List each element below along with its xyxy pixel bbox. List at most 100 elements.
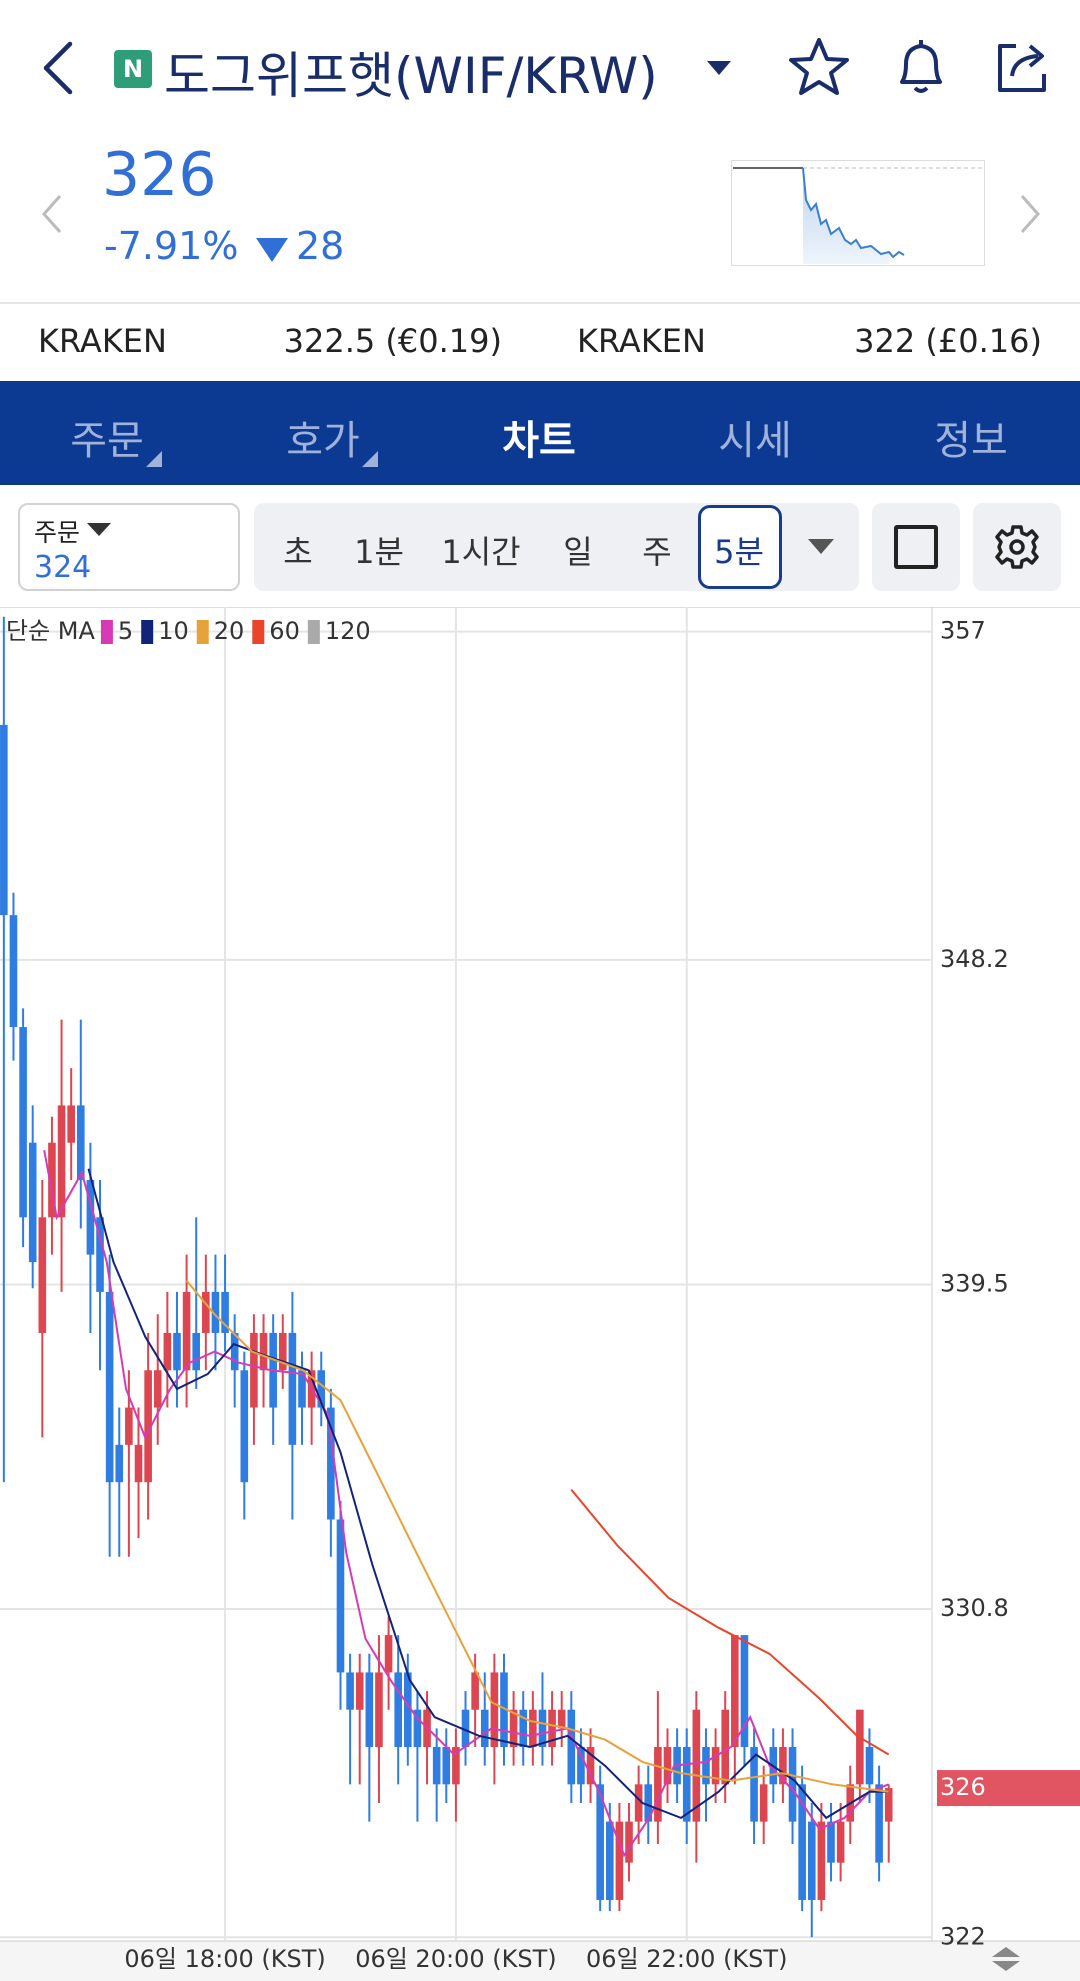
exchange-name: KRAKEN xyxy=(577,322,706,360)
order-box[interactable] xyxy=(18,503,240,591)
interval[interactable]: 일 xyxy=(563,533,593,571)
current-price-label: 326 xyxy=(940,1773,986,1801)
legend: 단순 MA 5 10 20 60 120 xyxy=(6,617,371,645)
tab[interactable]: 주문 xyxy=(70,418,144,464)
candle-body xyxy=(567,1709,576,1785)
tab-active[interactable]: 차트 xyxy=(502,418,576,464)
change-percent: -7.91% xyxy=(104,224,239,268)
candle-body xyxy=(192,1332,201,1371)
candle-body xyxy=(548,1709,556,1748)
candle-body xyxy=(202,1291,210,1333)
candle-body xyxy=(384,1635,393,1673)
candle-body xyxy=(250,1332,258,1408)
candle-body xyxy=(692,1709,701,1822)
interval-selected-box xyxy=(698,505,782,589)
candle-body xyxy=(702,1747,710,1785)
back-button[interactable] xyxy=(38,40,78,96)
candle-body xyxy=(663,1747,672,1785)
y-tick-label: 339.5 xyxy=(940,1269,1009,1297)
candle-body xyxy=(490,1672,499,1748)
settings-button[interactable] xyxy=(973,503,1061,591)
candle-body xyxy=(654,1747,662,1822)
legend-swatch xyxy=(252,620,265,644)
legend-swatch xyxy=(141,620,154,644)
axis-scale-toggle[interactable] xyxy=(992,1947,1020,1971)
exchange-price: 322.5 (€0.19) xyxy=(283,322,502,360)
candle-body xyxy=(182,1291,191,1371)
candles xyxy=(0,616,893,1938)
candle-body xyxy=(355,1672,364,1710)
draw-button[interactable] xyxy=(872,503,960,591)
candle-body xyxy=(779,1747,787,1785)
candle-body xyxy=(827,1821,835,1863)
candle-body xyxy=(529,1709,537,1748)
ma-line xyxy=(87,1168,889,1820)
candle-body xyxy=(442,1747,451,1785)
alert-button[interactable] xyxy=(890,36,952,98)
ma-line xyxy=(43,1150,890,1858)
coin-title[interactable]: 도그위프햇(WIF/KRW) xyxy=(164,47,658,105)
candle-body xyxy=(28,1142,37,1263)
interval[interactable]: 1분 xyxy=(354,533,404,571)
exchange-price: 322 (£0.16) xyxy=(854,322,1042,360)
legend-label: 60 xyxy=(269,617,300,645)
candle-body xyxy=(125,1407,133,1445)
current-price-tag xyxy=(937,1770,1080,1807)
candle-body xyxy=(173,1332,181,1371)
candle-body xyxy=(278,1332,287,1371)
candle-body xyxy=(452,1747,460,1785)
tab[interactable]: 정보 xyxy=(934,418,1008,464)
candle-body xyxy=(48,1142,56,1218)
candle-body xyxy=(0,724,8,916)
candle-body xyxy=(67,1105,75,1143)
candle-body xyxy=(327,1407,335,1520)
candle-body xyxy=(375,1672,383,1748)
candle-body xyxy=(240,1370,249,1483)
x-tick-label: 06일 22:00 (KST) xyxy=(586,1945,787,1973)
candle-body xyxy=(577,1747,585,1785)
tab-corner xyxy=(362,451,378,467)
exchange-name: KRAKEN xyxy=(38,322,167,360)
interval-dropdown[interactable] xyxy=(807,538,835,556)
tab[interactable]: 시세 xyxy=(718,418,792,464)
share-button[interactable] xyxy=(992,36,1054,98)
interval[interactable]: 초 xyxy=(283,533,313,571)
candle-body xyxy=(644,1784,653,1822)
candle-body xyxy=(336,1519,345,1673)
interval-active[interactable]: 5분 xyxy=(714,533,764,571)
order-label: 주문 xyxy=(34,518,81,547)
prev-coin[interactable] xyxy=(38,192,66,236)
candle-body xyxy=(346,1672,354,1710)
next-coin[interactable] xyxy=(1016,192,1044,236)
candle-body xyxy=(817,1821,826,1900)
legend-swatch xyxy=(307,620,320,644)
y-tick-label: 330.8 xyxy=(940,1594,1009,1622)
candle-body xyxy=(856,1709,864,1785)
candle-body xyxy=(884,1788,893,1822)
candle-body xyxy=(798,1784,806,1900)
candle-body xyxy=(432,1747,441,1785)
y-tick-label: 348.2 xyxy=(940,945,1009,973)
candle-body xyxy=(115,1444,124,1483)
x-axis-band xyxy=(0,1941,1080,1981)
favorite-button[interactable] xyxy=(788,36,850,98)
interval[interactable]: 1시간 xyxy=(441,533,521,571)
tab[interactable]: 호가 xyxy=(286,418,360,464)
candle-body xyxy=(519,1709,528,1748)
candle-body xyxy=(875,1784,883,1863)
title-dropdown[interactable] xyxy=(704,58,734,78)
candle-body xyxy=(134,1444,143,1483)
candle-body xyxy=(461,1709,470,1748)
candle-body xyxy=(221,1291,229,1333)
interval[interactable]: 주 xyxy=(642,533,672,571)
candle-body xyxy=(96,1217,104,1292)
tab-bar xyxy=(0,381,1080,485)
candle-body xyxy=(788,1747,797,1822)
candle-body xyxy=(365,1672,374,1748)
candle-body xyxy=(750,1747,758,1822)
x-tick-label: 06일 18:00 (KST) xyxy=(124,1945,325,1973)
candle-body xyxy=(557,1709,566,1729)
down-arrow xyxy=(256,238,288,262)
order-value: 324 xyxy=(34,550,92,585)
